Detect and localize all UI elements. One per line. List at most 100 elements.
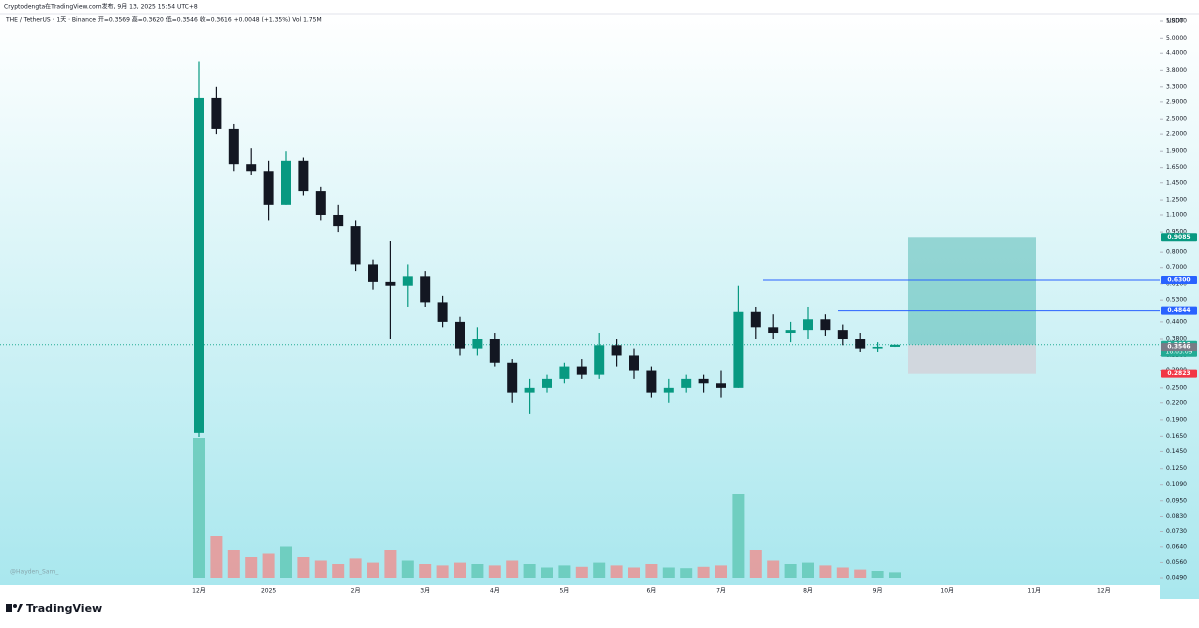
price-label: 0.4844 [1167,307,1190,314]
candle-body [559,366,570,379]
y-tick-label: 0.0830 [1166,513,1187,520]
candle-body [385,281,396,286]
x-tick-label: 8月 [803,588,813,595]
y-tick-label: 0.0490 [1166,575,1187,582]
y-unit: USDT [1167,18,1184,25]
y-tick-label: 3.8000 [1166,67,1187,74]
candle-body [663,387,674,393]
volume-bar [645,564,658,578]
candle-body [281,160,291,205]
y-tick-label: 0.5300 [1166,297,1187,304]
y-tick-label: 2.9000 [1166,98,1187,105]
candle-body [837,330,848,340]
candle-body [611,345,622,356]
candle-body [420,276,431,303]
volume-bar [680,568,693,578]
candle-body [211,97,222,129]
volume-bar [210,536,223,578]
x-tick-label: 12月 [1097,588,1111,595]
candle-body [507,362,518,393]
volume-bar [593,562,606,578]
candle-body [716,383,726,388]
logo: TradingView [6,602,102,615]
candle-body [542,378,552,388]
candle-body [698,378,709,384]
x-tick-label: 11月 [1027,588,1041,595]
volume-bar [436,565,449,578]
candle-body [750,311,761,328]
volume-bar [332,564,345,578]
candle-body [246,164,257,172]
candle-body [646,370,657,393]
price-label: 0.6300 [1167,277,1190,284]
price-label: 0.2823 [1167,370,1190,377]
y-tick-label: 1.1000 [1166,211,1187,218]
volume-bar [628,567,640,578]
candle-body [350,226,361,265]
volume-bar [819,565,832,578]
y-tick-label: 0.2200 [1166,399,1187,406]
position-profit-zone [908,237,1036,345]
x-tick-label: 4月 [490,588,500,595]
x-tick-label: 7月 [716,588,726,595]
candle-body [785,330,796,334]
volume-bar [662,567,675,578]
price-label-bg [1161,276,1197,285]
volume-bar [854,569,867,578]
candle-body [455,321,465,349]
volume-bar [349,558,362,578]
candle-body [629,355,639,371]
x-tick-label: 3月 [420,588,430,595]
y-tick-label: 0.0560 [1166,559,1187,566]
y-tick-label: 0.0950 [1166,497,1187,504]
candle-body [768,327,779,334]
volume-bar [836,567,849,578]
candle-body [472,339,483,349]
price-label-bg [1161,233,1197,242]
candle-body [872,346,883,349]
y-tick-label: 0.1450 [1166,448,1187,455]
y-tick-label: 0.4400 [1166,318,1187,325]
volume-bar [419,564,432,578]
candle-body [524,387,535,393]
price-label-bg [1161,369,1197,378]
y-tick-label: 1.2500 [1166,197,1187,204]
y-tick-label: 0.3800 [1166,336,1187,343]
volume-bar [367,562,379,578]
volume-bar [245,557,258,578]
candle-body [576,366,587,375]
candle-body [228,128,239,165]
x-tick-label: 2月 [351,588,361,595]
logo-text: TradingView [26,602,102,615]
volume-bar [784,564,797,578]
price-label-bg [1161,343,1197,352]
y-tick-label: 3.3000 [1166,83,1187,90]
candle-body [681,378,692,388]
y-tick-label: 0.0730 [1166,528,1187,535]
volume-bar [871,571,884,578]
y-tick-label: 0.8000 [1166,249,1187,256]
volume-bar [715,565,727,578]
y-tick-label: 0.9500 [1166,229,1187,236]
y-tick-label: 0.2500 [1166,384,1187,391]
y-tick-label: 0.1900 [1166,416,1187,423]
volume-bar [697,566,710,578]
volume-bar [297,557,310,578]
x-tick-label: 5月 [559,588,569,595]
candle-body [437,302,448,322]
volume-bar [401,560,414,578]
volume-bar [610,565,623,578]
watermark: @Hayden_Sam_ [10,569,59,576]
price-label-bg [1161,306,1197,315]
price-axis-background [1160,14,1199,599]
y-tick-label: 0.0640 [1166,543,1187,550]
volume-bar [802,562,814,578]
x-tick-label: 2025 [261,588,276,595]
volume-bar [454,562,466,578]
y-tick-label: 0.7000 [1166,264,1187,271]
x-tick-label: 6月 [646,588,656,595]
attribution: Cryptodengta在TradingView.com发布, 9月 13, 2… [4,3,198,11]
y-tick-label: 1.9000 [1166,148,1187,155]
y-tick-label: 1.4500 [1166,179,1187,186]
